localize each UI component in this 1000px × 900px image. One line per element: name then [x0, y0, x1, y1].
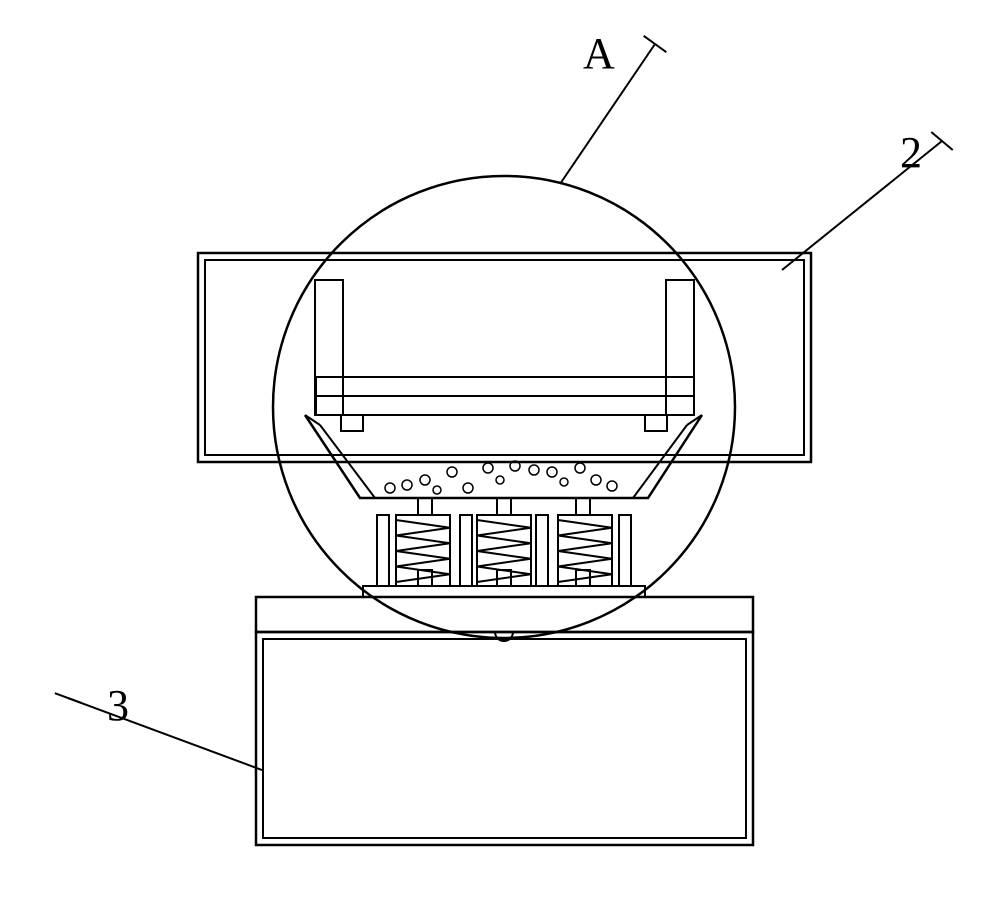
- label-text: 2: [900, 128, 922, 177]
- labels: A 2 3: [55, 29, 953, 770]
- spring-assembly: [363, 498, 645, 641]
- upper-block-outer: [198, 253, 811, 462]
- spring: [477, 520, 531, 582]
- hopper: [305, 415, 702, 498]
- particles: [385, 461, 617, 494]
- label-text: A: [583, 29, 615, 78]
- technical-figure: [198, 176, 811, 845]
- spring: [558, 520, 612, 582]
- label-3: 3: [55, 681, 262, 770]
- label-A: A: [560, 29, 666, 184]
- notch-left: [341, 415, 363, 431]
- label-2: 2: [782, 128, 953, 270]
- notch-right: [645, 415, 667, 431]
- lower-block-inner: [263, 639, 746, 838]
- lower-block-outer: [256, 632, 753, 845]
- base-plate: [363, 586, 645, 597]
- post-left: [315, 280, 343, 415]
- label-text: 3: [107, 681, 129, 730]
- mid-plate: [256, 597, 753, 632]
- upper-block-inner: [205, 260, 804, 455]
- spring: [396, 520, 450, 582]
- leader-line: [68, 698, 262, 770]
- post-right: [666, 280, 694, 415]
